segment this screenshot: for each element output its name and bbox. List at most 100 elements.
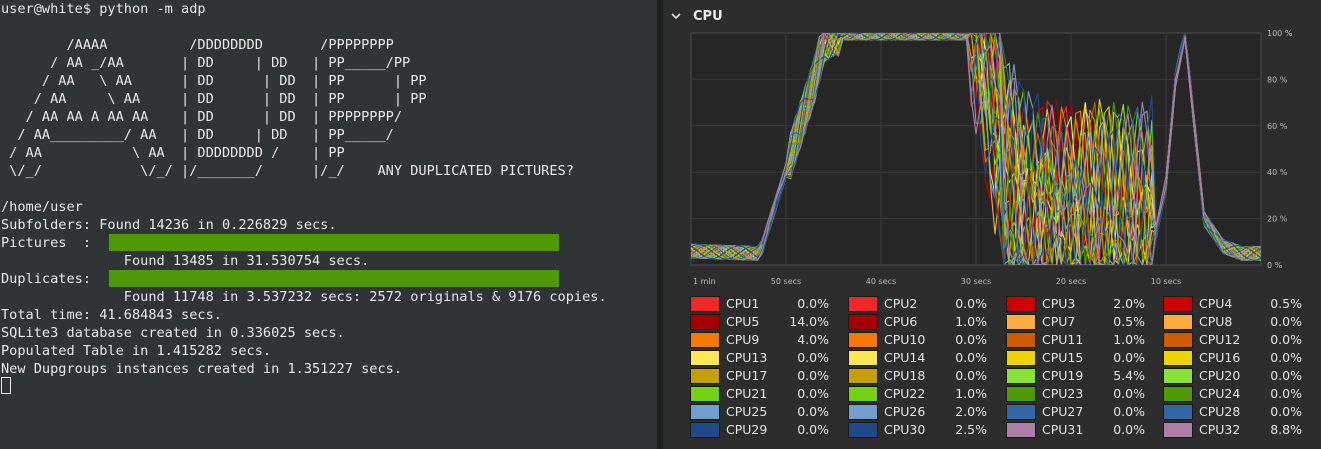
cpu-usage-value: 0.0% (955, 350, 987, 365)
cpu-legend-item[interactable]: CPU31 0.0% (1006, 422, 1145, 438)
cpu-usage-value: 0.0% (1270, 332, 1302, 347)
cpu-usage-value: 0.0% (1113, 350, 1145, 365)
cpu-color-swatch[interactable] (848, 422, 878, 438)
cpu-usage-value: 2.5% (955, 422, 987, 437)
cpu-color-swatch[interactable] (690, 386, 720, 402)
cpu-legend-item[interactable]: CPU9 4.0% (690, 332, 829, 348)
cpu-usage-value: 0.0% (1270, 386, 1302, 401)
cpu-color-swatch[interactable] (690, 350, 720, 366)
cpu-name: CPU2 (884, 296, 918, 311)
cpu-color-swatch[interactable] (1006, 404, 1036, 420)
cpu-usage-value: 0.0% (1113, 422, 1145, 437)
cpu-legend-item[interactable]: CPU29 0.0% (690, 422, 829, 438)
cpu-name: CPU32 (1199, 422, 1241, 437)
cpu-usage-value: 1.0% (955, 314, 987, 329)
cpu-color-swatch[interactable] (848, 350, 878, 366)
cpu-color-swatch[interactable] (1006, 314, 1036, 330)
cpu-section-header[interactable]: CPU (671, 7, 723, 25)
chevron-down-icon[interactable] (671, 11, 681, 21)
cpu-color-swatch[interactable] (848, 404, 878, 420)
cpu-usage-value: 0.0% (797, 350, 829, 365)
cpu-legend-item[interactable]: CPU8 0.0% (1163, 314, 1302, 330)
pane-divider[interactable] (657, 0, 663, 449)
y-tick-label: 40 % (1267, 168, 1288, 177)
cpu-legend-item[interactable]: CPU7 0.5% (1006, 314, 1145, 330)
cpu-legend-item[interactable]: CPU21 0.0% (690, 386, 829, 402)
cpu-legend-item[interactable]: CPU12 0.0% (1163, 332, 1302, 348)
cpu-color-swatch[interactable] (690, 296, 720, 312)
cpu-name: CPU28 (1199, 404, 1241, 419)
cpu-color-swatch[interactable] (690, 314, 720, 330)
cpu-legend-item[interactable]: CPU20 0.0% (1163, 368, 1302, 384)
cpu-legend-item[interactable]: CPU32 8.8% (1163, 422, 1302, 438)
cpu-color-swatch[interactable] (1163, 422, 1193, 438)
cpu-legend-item[interactable]: CPU23 0.0% (1006, 386, 1145, 402)
cpu-legend-item[interactable]: CPU26 2.0% (848, 404, 987, 420)
cpu-legend-item[interactable]: CPU22 1.0% (848, 386, 987, 402)
cpu-color-swatch[interactable] (1006, 350, 1036, 366)
cpu-color-swatch[interactable] (1163, 404, 1193, 420)
cpu-color-swatch[interactable] (848, 368, 878, 384)
cpu-color-swatch[interactable] (690, 404, 720, 420)
cpu-legend-item[interactable]: CPU11 1.0% (1006, 332, 1145, 348)
cpu-color-swatch[interactable] (848, 332, 878, 348)
cpu-color-swatch[interactable] (1163, 350, 1193, 366)
cpu-color-swatch[interactable] (1006, 296, 1036, 312)
terminal-line: \/_/ \/_/ |/_______/ |/_/ ANY DUPLICATED… (1, 163, 574, 179)
cpu-legend-item[interactable]: CPU10 0.0% (848, 332, 987, 348)
cpu-legend-item[interactable]: CPU1 0.0% (690, 296, 829, 312)
cpu-legend-item[interactable]: CPU2 0.0% (848, 296, 987, 312)
cpu-color-swatch[interactable] (1163, 314, 1193, 330)
terminal-cursor (1, 377, 11, 394)
cpu-legend-item[interactable]: CPU18 0.0% (848, 368, 987, 384)
cpu-color-swatch[interactable] (690, 422, 720, 438)
cpu-color-swatch[interactable] (1163, 332, 1193, 348)
terminal-line: Found 11748 in 3.537232 secs: 2572 origi… (1, 289, 607, 305)
cpu-legend-item[interactable]: CPU14 0.0% (848, 350, 987, 366)
cpu-legend-item[interactable]: CPU28 0.0% (1163, 404, 1302, 420)
cpu-usage-value: 0.5% (1113, 314, 1145, 329)
cpu-legend-item[interactable]: CPU6 1.0% (848, 314, 987, 330)
cpu-usage-value: 0.0% (955, 296, 987, 311)
cpu-color-swatch[interactable] (1006, 368, 1036, 384)
cpu-legend-item[interactable]: CPU3 2.0% (1006, 296, 1145, 312)
cpu-color-swatch[interactable] (848, 296, 878, 312)
cpu-color-swatch[interactable] (1006, 422, 1036, 438)
pictures-progress-bar (109, 234, 559, 251)
cpu-usage-value: 0.0% (797, 386, 829, 401)
cpu-legend-item[interactable]: CPU19 5.4% (1006, 368, 1145, 384)
cpu-legend-item[interactable]: CPU13 0.0% (690, 350, 829, 366)
terminal-line: / AA_________/ AA | DD | DD | PP_____/ (1, 127, 394, 143)
cpu-color-swatch[interactable] (1163, 386, 1193, 402)
cpu-color-swatch[interactable] (1006, 386, 1036, 402)
cpu-name: CPU12 (1199, 332, 1241, 347)
cpu-legend-item[interactable]: CPU24 0.0% (1163, 386, 1302, 402)
cpu-series-group (691, 33, 1261, 265)
cpu-legend-item[interactable]: CPU17 0.0% (690, 368, 829, 384)
cpu-color-swatch[interactable] (1163, 368, 1193, 384)
cpu-color-swatch[interactable] (848, 386, 878, 402)
cpu-usage-value: 0.0% (955, 368, 987, 383)
cpu-legend-item[interactable]: CPU27 0.0% (1006, 404, 1145, 420)
cpu-legend-item[interactable]: CPU5 14.0% (690, 314, 829, 330)
cpu-name: CPU5 (726, 314, 760, 329)
terminal-window[interactable]: user@white$ python -m adp /AAAA /DDDDDDD… (0, 0, 657, 449)
terminal-line: user@white$ python -m adp (1, 1, 206, 17)
cpu-color-swatch[interactable] (1006, 332, 1036, 348)
cpu-color-swatch[interactable] (690, 368, 720, 384)
cpu-color-swatch[interactable] (1163, 296, 1193, 312)
cpu-legend-item[interactable]: CPU30 2.5% (848, 422, 987, 438)
cpu-color-swatch[interactable] (848, 314, 878, 330)
cpu-color-swatch[interactable] (690, 332, 720, 348)
terminal-line: /AAAA /DDDDDDDD /PPPPPPPP (1, 37, 394, 53)
cpu-name: CPU27 (1042, 404, 1084, 419)
terminal-line: Subfolders: Found 14236 in 0.226829 secs… (1, 217, 337, 233)
terminal-line: New Dupgroups instances created in 1.351… (1, 361, 403, 377)
cpu-legend-item[interactable]: CPU15 0.0% (1006, 350, 1145, 366)
terminal-line: Found 13485 in 31.530754 secs. (1, 253, 370, 269)
terminal-line: / AA _/AA | DD | DD | PP_____/PP (1, 55, 411, 71)
cpu-legend-item[interactable]: CPU4 0.5% (1163, 296, 1302, 312)
cpu-legend-item[interactable]: CPU25 0.0% (690, 404, 829, 420)
cpu-usage-value: 0.0% (1270, 314, 1302, 329)
cpu-legend-item[interactable]: CPU16 0.0% (1163, 350, 1302, 366)
